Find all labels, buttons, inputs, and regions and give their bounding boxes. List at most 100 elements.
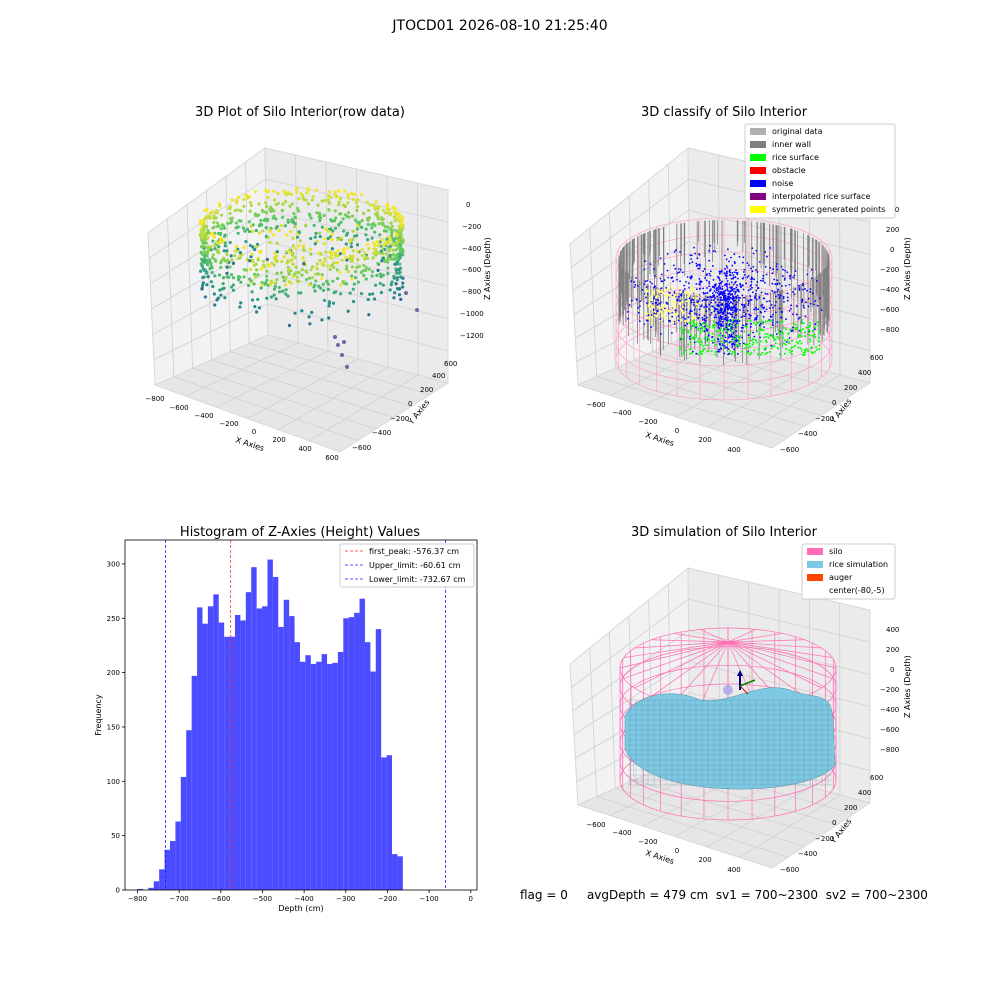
z-tick: −200 [462, 223, 481, 231]
y-tick: −200 [390, 415, 409, 423]
z-tick: −600 [462, 266, 481, 274]
x-tick-label: −400 [295, 895, 314, 903]
legend-label: obstacle [772, 166, 806, 175]
y-tick-label: 100 [107, 778, 120, 786]
histogram-bar [343, 618, 349, 890]
histogram-bar [175, 821, 181, 890]
y-tick-label: 250 [107, 615, 120, 623]
status-line: flag = 0 avgDepth = 479 cm sv1 = 700~230… [520, 888, 928, 902]
panel-classified-3d-plot: 3D classify of Silo Interior −600 −400 −… [569, 105, 912, 454]
z-tick: −800 [880, 746, 899, 754]
histogram-bar [234, 615, 241, 890]
classify-plot-zlabel: Z Axies (Depth) [903, 237, 912, 300]
z-tick: 0 [890, 666, 894, 674]
histogram-bar [218, 622, 225, 890]
histogram-bar [392, 854, 398, 890]
y-tick: 600 [444, 360, 457, 368]
x-tick-label: 0 [469, 895, 473, 903]
legend-swatch-interpolated [750, 193, 766, 200]
histogram-bar [359, 598, 365, 890]
x-tick-label: −200 [378, 895, 397, 903]
histogram-y-ticks: 0 50 100 150 200 250 300 [107, 560, 125, 895]
histogram-bar [289, 616, 295, 890]
legend-label: noise [772, 179, 793, 188]
y-tick: 600 [870, 774, 883, 782]
status-sv1: sv1 = 700~2300 [715, 888, 819, 902]
z-tick: 200 [886, 646, 899, 654]
legend-swatch-auger [807, 574, 823, 581]
histogram-xlabel: Depth (cm) [278, 904, 323, 913]
y-tick: 400 [432, 372, 445, 380]
legend-label: rice simulation [829, 560, 888, 569]
simulation-plot-z-ticks: 400 200 0 −200 −400 −600 −800 [880, 626, 899, 754]
z-tick: −400 [880, 706, 899, 714]
x-tick-label: −800 [128, 895, 147, 903]
z-tick: −1000 [460, 310, 484, 318]
classify-plot-z-ticks: 400 200 0 −200 −400 −600 −800 [880, 206, 899, 334]
x-tick: −200 [638, 838, 657, 846]
classify-plot-x-ticks: −600 −400 −200 0 200 400 [586, 401, 740, 454]
simulation-plot-zlabel: Z Axies (Depth) [903, 655, 912, 718]
classify-plot-title: 3D classify of Silo Interior [641, 105, 808, 120]
y-tick: −600 [780, 446, 799, 454]
y-tick: 0 [408, 400, 412, 408]
classify-plot-xlabel: X Axies [644, 430, 675, 448]
classify-legend: original data inner wall rice surface ob… [744, 123, 896, 219]
legend-swatch-rice-surface [750, 154, 766, 161]
legend-swatch-symmetric [750, 206, 766, 213]
y-tick: 200 [420, 386, 433, 394]
histogram-bar [337, 651, 344, 890]
x-tick: −400 [612, 829, 631, 837]
legend-label: inner wall [772, 140, 811, 149]
histogram-bar [321, 654, 328, 890]
simulation-plot-y-ticks: −600 −400 −200 0 200 400 600 [780, 774, 883, 874]
histogram-bar [375, 629, 382, 890]
legend-label: auger [829, 573, 853, 582]
legend-label: silo [829, 547, 843, 556]
raw-plot-xlabel: X Axies [234, 435, 265, 453]
z-tick: −200 [880, 686, 899, 694]
histogram-bar [164, 849, 170, 890]
x-tick: −200 [219, 420, 238, 428]
histogram-bar [213, 594, 219, 890]
z-tick: −800 [880, 326, 899, 334]
legend-swatch-noise [750, 180, 766, 187]
auger [723, 670, 756, 695]
status-flag: flag = 0 [520, 888, 568, 902]
classify-plot-points [618, 220, 830, 365]
x-tick: −400 [194, 412, 213, 420]
x-tick-label: −300 [336, 895, 355, 903]
z-tick: 400 [886, 626, 899, 634]
z-tick: −200 [880, 266, 899, 274]
x-tick: −200 [638, 418, 657, 426]
histogram-bar [397, 856, 403, 890]
histogram-bar [224, 636, 230, 890]
legend-label: center(-80,-5) [829, 586, 885, 595]
simulation-legend: silo rice simulation auger center(-80,-5… [801, 543, 896, 600]
legend-label: symmetric generated points [772, 205, 885, 214]
x-tick: 400 [727, 866, 740, 874]
histogram-bar [364, 642, 371, 890]
x-tick: −600 [169, 404, 188, 412]
x-tick: 400 [727, 446, 740, 454]
x-tick: 0 [252, 428, 256, 436]
x-tick: 600 [325, 454, 338, 462]
x-tick: 200 [272, 436, 285, 444]
histogram-bar [310, 663, 317, 890]
x-tick: 200 [698, 856, 711, 864]
legend-swatch-inner-wall [750, 141, 766, 148]
raw-plot-x-ticks: −800 −600 −400 −200 0 200 400 600 [145, 395, 338, 462]
histogram-bar [191, 675, 198, 890]
z-tick: −800 [462, 288, 481, 296]
histogram-bar [186, 730, 192, 890]
y-tick: 0 [832, 399, 836, 407]
histogram-vlines [165, 540, 446, 890]
z-tick: 200 [886, 226, 899, 234]
histogram-bars [137, 559, 403, 890]
legend-swatch-rice-simulation [807, 561, 823, 568]
legend-label: Lower_limit: -732.67 cm [369, 575, 466, 584]
y-tick-label: 200 [107, 669, 120, 677]
raw-plot-y-ticks: −600 −400 −200 0 200 400 600 [352, 360, 457, 452]
y-tick: −400 [798, 850, 817, 858]
y-tick: 0 [832, 819, 836, 827]
